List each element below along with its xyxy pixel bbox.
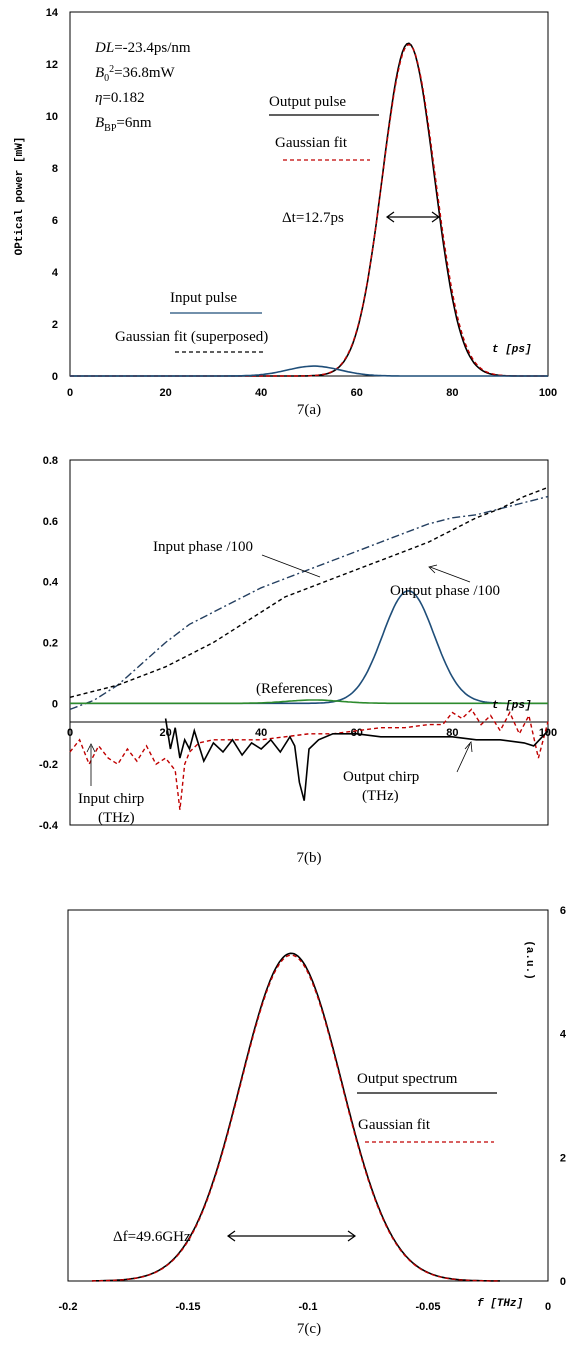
chart-b-x-ticks: 0 20 40 60 80 100 — [67, 727, 557, 739]
y-tick-label: 12 — [46, 59, 58, 71]
chart-b: -0.4-0.200.20.40.60.8 0 20 40 60 80 100 t [ps… — [39, 455, 557, 866]
series-line-input-pulse — [70, 365, 548, 377]
y-tick-label: 10 — [46, 111, 58, 123]
chart-c-y-ticks: 0 2 4 6 — [560, 905, 567, 1288]
y-tick-label: 0.4 — [43, 577, 59, 589]
chart-c-y-label: (a.u.) — [523, 940, 535, 980]
chart-a-y-label: OPtical power [mW] — [14, 137, 26, 256]
legend-gaussian-fit-c: Gaussian fit — [358, 1117, 431, 1133]
legend-output-pulse: Output pulse — [269, 94, 346, 110]
x-tick-label: 80 — [446, 387, 458, 399]
x-tick-label: 0 — [67, 387, 73, 399]
param-bbp: BBP=6nm — [95, 115, 152, 134]
annotation-df: Δf=49.6GHz — [113, 1229, 191, 1245]
series-line-input-chirp — [69, 708, 549, 810]
legend-output-spectrum: Output spectrum — [357, 1071, 458, 1087]
caption-c: 7(c) — [297, 1321, 321, 1337]
y-tick-label: 0 — [52, 698, 58, 710]
legend-gaussian-fit: Gaussian fit — [275, 135, 348, 151]
series-line-output-chirp — [164, 718, 549, 801]
y-tick-label: 4 — [560, 1029, 567, 1041]
label-input-chirp-1: Input chirp — [78, 791, 144, 807]
chart-a: 0 2 4 6 8 10 12 14 0 20 40 60 80 100 OPtical power [… — [14, 7, 557, 418]
chart-a-series — [70, 42, 548, 377]
arrow-head-left-c — [226, 1230, 236, 1242]
chart-a-x-label: t [ps] — [492, 344, 532, 356]
y-tick-label: 0 — [52, 371, 58, 383]
series-line-input-pulse-ref — [70, 699, 548, 705]
y-tick-label: 6 — [52, 215, 58, 227]
pointer-input-phase — [261, 554, 321, 578]
chart-b-plot-area — [69, 459, 549, 826]
caption-b: 7(b) — [297, 850, 322, 866]
chart-b-x-label: t [ps] — [492, 700, 532, 712]
y-tick-label: 4 — [52, 267, 59, 279]
y-tick-label: 2 — [52, 319, 58, 331]
pointer-output-chirp-head — [464, 741, 473, 753]
y-tick-label: -0.2 — [39, 759, 58, 771]
param-dl: DL=-23.4ps/nm — [94, 40, 191, 56]
chart-b-series — [69, 486, 549, 810]
annotation-dt: Δt=12.7ps — [282, 210, 344, 226]
x-tick-label: 0 — [67, 727, 73, 739]
x-tick-label: -0.15 — [175, 1301, 200, 1313]
y-tick-label: 2 — [560, 1152, 566, 1164]
chart-c-x-label: f [THz] — [477, 1298, 523, 1310]
x-tick-label: 40 — [255, 387, 267, 399]
pointer-output-chirp — [456, 743, 471, 773]
y-tick-label: 8 — [52, 163, 58, 175]
series-line-input-phase-100 — [69, 495, 549, 711]
label-output-chirp-2: (THz) — [362, 788, 399, 804]
arrow-head-right-c — [347, 1230, 357, 1242]
label-input-chirp-2: (THz) — [98, 810, 135, 826]
chart-c-plot-area — [67, 909, 549, 1282]
x-tick-label: -0.1 — [299, 1301, 318, 1313]
pointer-input-chirp-head — [86, 743, 96, 753]
x-tick-label: -0.05 — [415, 1301, 440, 1313]
x-tick-label: 0 — [545, 1301, 551, 1313]
chart-c-series — [91, 952, 500, 1282]
pointer-output-phase — [429, 566, 471, 583]
y-tick-label: 0.8 — [43, 455, 58, 467]
series-line-gaussian-fit — [91, 954, 500, 1282]
x-tick-label: 100 — [539, 387, 557, 399]
label-input-phase: Input phase /100 — [153, 539, 253, 555]
label-output-phase: Output phase /100 — [390, 583, 500, 599]
pointer-output-phase-head — [428, 564, 438, 574]
x-tick-label: 20 — [159, 727, 171, 739]
chart-c-x-ticks: -0.2 -0.15 -0.1 -0.05 0 — [59, 1301, 552, 1313]
x-tick-label: 40 — [255, 727, 267, 739]
caption-a: 7(a) — [297, 402, 321, 418]
chart-b-y-ticks: -0.4 -0.2 0 0.2 0.4 0.6 0.8 — [39, 455, 59, 832]
param-eta: η=0.182 — [95, 90, 145, 106]
chart-a-x-ticks: 0 20 40 60 80 100 — [67, 387, 557, 399]
series-line-output-phase-100 — [69, 486, 549, 698]
y-tick-label: 0.2 — [43, 638, 58, 650]
param-b0: B02=36.8mW — [95, 64, 176, 84]
chart-a-y-ticks: 0 2 4 6 8 10 12 14 — [46, 7, 59, 383]
label-references: (References) — [256, 681, 333, 697]
y-tick-label: 0 — [560, 1276, 566, 1288]
y-tick-label: 14 — [46, 7, 59, 19]
arrow-head-right — [431, 211, 441, 223]
x-tick-label: -0.2 — [59, 1301, 78, 1313]
y-tick-label: -0.4 — [39, 820, 59, 832]
x-tick-label: 60 — [351, 387, 363, 399]
label-output-chirp-1: Output chirp — [343, 769, 419, 785]
legend-input-pulse: Input pulse — [170, 290, 237, 306]
arrow-head-left — [385, 211, 395, 223]
y-tick-label: 0.6 — [43, 516, 58, 528]
y-tick-label: 6 — [560, 905, 566, 917]
legend-gaussian-superposed: Gaussian fit (superposed) — [115, 329, 268, 345]
x-tick-label: 20 — [159, 387, 171, 399]
